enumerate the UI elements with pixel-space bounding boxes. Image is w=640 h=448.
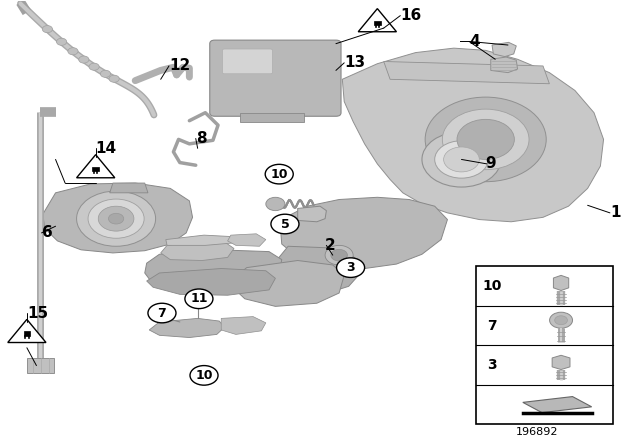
Circle shape xyxy=(99,206,134,231)
Polygon shape xyxy=(554,276,569,290)
Circle shape xyxy=(68,47,78,55)
Text: 16: 16 xyxy=(400,8,422,23)
Polygon shape xyxy=(109,183,148,193)
Text: 6: 6 xyxy=(42,225,52,241)
Circle shape xyxy=(109,75,119,82)
Circle shape xyxy=(271,214,299,234)
Polygon shape xyxy=(491,57,518,73)
Polygon shape xyxy=(149,319,225,337)
Text: 13: 13 xyxy=(344,56,365,70)
Text: 10: 10 xyxy=(271,168,288,181)
Circle shape xyxy=(108,213,124,224)
Polygon shape xyxy=(228,234,266,246)
Text: 15: 15 xyxy=(27,306,48,321)
Circle shape xyxy=(88,199,144,238)
Text: 3: 3 xyxy=(346,261,355,274)
Polygon shape xyxy=(8,319,46,343)
Circle shape xyxy=(555,316,568,325)
Polygon shape xyxy=(24,332,30,336)
Circle shape xyxy=(425,97,546,182)
Polygon shape xyxy=(492,43,516,56)
Text: 9: 9 xyxy=(486,156,496,172)
Polygon shape xyxy=(147,268,275,295)
Circle shape xyxy=(79,56,89,63)
Polygon shape xyxy=(43,183,193,253)
Polygon shape xyxy=(166,235,236,246)
Text: 3: 3 xyxy=(487,358,497,372)
Text: 7: 7 xyxy=(487,319,497,332)
Polygon shape xyxy=(92,167,99,171)
Polygon shape xyxy=(27,358,54,373)
Text: 196892: 196892 xyxy=(515,427,558,437)
Polygon shape xyxy=(374,21,381,25)
Polygon shape xyxy=(241,113,304,122)
Circle shape xyxy=(265,164,293,184)
Circle shape xyxy=(550,312,573,328)
Polygon shape xyxy=(234,260,344,306)
Circle shape xyxy=(435,141,488,178)
Circle shape xyxy=(442,109,529,170)
Polygon shape xyxy=(342,48,604,222)
Text: 8: 8 xyxy=(196,131,206,146)
Text: 14: 14 xyxy=(96,141,117,156)
Polygon shape xyxy=(384,61,549,84)
Circle shape xyxy=(89,63,99,70)
Circle shape xyxy=(337,258,365,277)
Circle shape xyxy=(56,38,67,45)
Polygon shape xyxy=(523,396,591,413)
Polygon shape xyxy=(161,241,234,260)
Text: 10: 10 xyxy=(195,369,212,382)
Bar xyxy=(476,266,613,424)
Circle shape xyxy=(148,303,176,323)
Polygon shape xyxy=(77,155,115,178)
Polygon shape xyxy=(298,206,326,222)
Circle shape xyxy=(190,366,218,385)
Circle shape xyxy=(422,132,501,187)
Circle shape xyxy=(444,147,479,172)
Circle shape xyxy=(325,246,353,265)
Circle shape xyxy=(185,289,213,309)
Polygon shape xyxy=(275,246,365,295)
Circle shape xyxy=(331,250,348,261)
Circle shape xyxy=(457,119,515,159)
FancyBboxPatch shape xyxy=(210,40,341,116)
Circle shape xyxy=(266,197,285,211)
Polygon shape xyxy=(280,197,447,268)
Text: 1: 1 xyxy=(610,205,620,220)
Polygon shape xyxy=(358,9,396,32)
Circle shape xyxy=(100,70,111,78)
Text: 2: 2 xyxy=(325,238,336,253)
Polygon shape xyxy=(221,317,266,334)
Text: 12: 12 xyxy=(169,58,190,73)
Text: 11: 11 xyxy=(190,292,207,305)
Text: 7: 7 xyxy=(157,306,166,319)
Circle shape xyxy=(77,191,156,246)
Polygon shape xyxy=(145,250,282,292)
Text: 5: 5 xyxy=(280,217,289,231)
Circle shape xyxy=(42,26,52,33)
Polygon shape xyxy=(552,355,570,370)
Text: 10: 10 xyxy=(483,279,502,293)
FancyBboxPatch shape xyxy=(223,49,273,74)
Text: 4: 4 xyxy=(469,34,480,49)
